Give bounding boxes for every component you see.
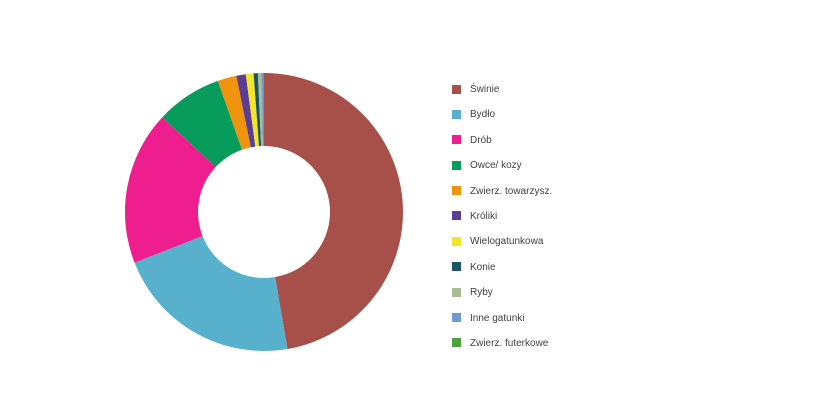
legend-item-label: Króliki xyxy=(470,210,498,222)
legend-item-label: Konie xyxy=(470,261,496,273)
legend-item-label: Owce/ kozy xyxy=(470,160,522,172)
legend-swatch-icon xyxy=(452,313,461,323)
legend-swatch-icon xyxy=(452,135,461,145)
legend-swatch-icon xyxy=(452,84,461,94)
legend-item-label: Inne gatunki xyxy=(470,312,525,324)
donut-slice-owce-kozy xyxy=(162,80,243,168)
donut-slice-zwierz-futerkowe xyxy=(263,72,264,146)
donut-slice-inne-gatunki xyxy=(261,73,264,147)
donut-slice-swinie xyxy=(264,73,403,350)
legend-swatch-icon xyxy=(452,236,461,246)
donut-slice-ryby xyxy=(257,73,263,147)
legend-item-label: Świnie xyxy=(470,84,500,95)
legend-item-zwierz-futerkowe: Zwierz. futerkowe xyxy=(452,338,552,363)
legend-item-bydlo: Bydło xyxy=(452,109,552,134)
legend-swatch-icon xyxy=(452,186,461,196)
legend-item-zwierz-towarzysz: Zwierz. towarzysz. xyxy=(452,186,552,211)
donut-slice-konie xyxy=(253,73,262,147)
legend: Świnie Bydło Drób Owce/ kozy Zwierz. towarzy… xyxy=(452,84,552,363)
legend-item-label: Ryby xyxy=(470,287,493,299)
legend-item-label: Zwierz. futerkowe xyxy=(470,337,549,349)
donut-slice-wielogatunkowa xyxy=(245,73,260,147)
legend-swatch-icon xyxy=(452,287,461,297)
legend-item-drob: Drób xyxy=(452,135,552,160)
legend-item-inne-gatunki: Inne gatunki xyxy=(452,313,552,338)
legend-swatch-icon xyxy=(452,338,461,348)
legend-item-wielogatunkowa: Wielogatunkowa xyxy=(452,236,552,261)
legend-swatch-icon xyxy=(452,211,461,221)
legend-item-kroliki: Króliki xyxy=(452,211,552,236)
legend-swatch-icon xyxy=(452,262,461,272)
donut-slice-zwierz-towarzysz xyxy=(217,75,251,150)
legend-item-label: Bydło xyxy=(470,109,496,121)
donut-slice-drob xyxy=(124,117,216,263)
legend-item-label: Wielogatunkowa xyxy=(470,236,544,248)
legend-item-owce-kozy: Owce/ kozy xyxy=(452,160,552,185)
legend-swatch-icon xyxy=(452,109,461,119)
donut-slice-kroliki xyxy=(236,74,256,148)
donut-slice-bydlo xyxy=(134,236,288,351)
legend-item-konie: Konie xyxy=(452,262,552,287)
legend-item-label: Zwierz. towarzysz. xyxy=(470,185,553,197)
legend-item-label: Drób xyxy=(470,134,492,146)
legend-item-ryby: Ryby xyxy=(452,287,552,312)
legend-swatch-icon xyxy=(452,160,461,170)
legend-item-swinie: Świnie xyxy=(452,84,552,109)
